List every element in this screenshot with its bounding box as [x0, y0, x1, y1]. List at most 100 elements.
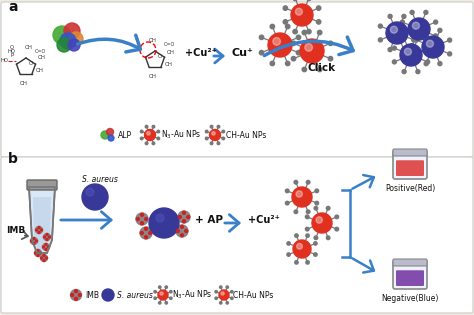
Circle shape	[71, 289, 82, 301]
Circle shape	[424, 62, 428, 66]
Circle shape	[316, 217, 322, 223]
Polygon shape	[29, 187, 55, 253]
Text: OH: OH	[149, 38, 157, 43]
Circle shape	[221, 292, 224, 295]
Circle shape	[416, 36, 420, 40]
Circle shape	[222, 130, 225, 133]
Circle shape	[438, 62, 442, 66]
Circle shape	[259, 50, 264, 55]
Circle shape	[285, 24, 290, 29]
Circle shape	[182, 220, 185, 223]
Circle shape	[219, 286, 222, 288]
Circle shape	[57, 38, 71, 52]
Circle shape	[315, 189, 319, 193]
Circle shape	[152, 142, 155, 145]
Circle shape	[71, 294, 73, 296]
Text: OH: OH	[149, 74, 157, 79]
Circle shape	[215, 297, 218, 300]
Circle shape	[434, 34, 438, 38]
FancyBboxPatch shape	[27, 180, 57, 190]
Text: ALP: ALP	[118, 130, 132, 140]
Circle shape	[335, 215, 338, 219]
Circle shape	[178, 211, 190, 223]
Circle shape	[145, 217, 148, 220]
FancyBboxPatch shape	[396, 270, 424, 286]
Circle shape	[414, 38, 419, 42]
Circle shape	[140, 227, 152, 239]
Circle shape	[306, 234, 309, 237]
Text: HO: HO	[0, 58, 8, 63]
Circle shape	[422, 36, 444, 58]
Circle shape	[408, 18, 430, 40]
Circle shape	[305, 215, 309, 219]
Circle shape	[305, 227, 309, 231]
Circle shape	[107, 129, 113, 135]
Circle shape	[157, 137, 160, 140]
Circle shape	[37, 249, 39, 251]
Circle shape	[44, 236, 46, 238]
Circle shape	[292, 56, 296, 61]
Circle shape	[300, 39, 324, 63]
Text: Positive(Red): Positive(Red)	[385, 184, 435, 193]
Circle shape	[283, 6, 288, 10]
Circle shape	[294, 210, 298, 214]
Circle shape	[36, 226, 43, 233]
Text: OH: OH	[25, 45, 33, 50]
Circle shape	[287, 242, 290, 245]
Circle shape	[78, 294, 82, 296]
Text: OH: OH	[167, 50, 175, 55]
Circle shape	[391, 26, 397, 33]
Circle shape	[314, 206, 318, 210]
Text: OH: OH	[165, 62, 173, 67]
Circle shape	[411, 38, 416, 42]
Circle shape	[326, 236, 330, 240]
FancyBboxPatch shape	[393, 150, 427, 179]
FancyArrowPatch shape	[22, 231, 28, 239]
FancyBboxPatch shape	[393, 149, 427, 156]
Circle shape	[158, 290, 168, 300]
Text: P: P	[10, 53, 14, 58]
Circle shape	[388, 14, 392, 18]
Circle shape	[438, 28, 442, 32]
Circle shape	[145, 236, 147, 239]
Circle shape	[45, 249, 47, 250]
Text: + AP: + AP	[195, 215, 223, 225]
Circle shape	[170, 290, 172, 293]
Circle shape	[158, 286, 161, 288]
Text: OH: OH	[36, 68, 44, 73]
Circle shape	[315, 201, 319, 205]
Circle shape	[74, 297, 78, 300]
Circle shape	[40, 257, 43, 259]
Circle shape	[170, 297, 172, 300]
Circle shape	[312, 213, 332, 233]
Circle shape	[296, 50, 301, 55]
Circle shape	[74, 290, 78, 293]
Circle shape	[36, 229, 37, 231]
Circle shape	[217, 125, 220, 128]
Circle shape	[268, 33, 292, 57]
Circle shape	[378, 24, 383, 28]
Circle shape	[392, 60, 396, 64]
Circle shape	[146, 132, 150, 135]
Circle shape	[427, 40, 433, 47]
Circle shape	[44, 233, 51, 240]
Circle shape	[318, 30, 322, 35]
Circle shape	[306, 210, 310, 214]
Circle shape	[38, 232, 40, 233]
Circle shape	[158, 302, 161, 304]
Circle shape	[392, 46, 396, 50]
Circle shape	[317, 20, 321, 24]
Circle shape	[60, 33, 76, 49]
Circle shape	[222, 137, 225, 140]
Circle shape	[292, 41, 296, 46]
FancyBboxPatch shape	[393, 259, 427, 266]
Circle shape	[270, 24, 274, 29]
Circle shape	[152, 125, 155, 128]
Circle shape	[69, 32, 83, 46]
Circle shape	[145, 142, 148, 145]
Circle shape	[317, 6, 321, 10]
Text: a: a	[8, 0, 18, 14]
Circle shape	[38, 226, 40, 228]
FancyArrowPatch shape	[78, 35, 140, 52]
Circle shape	[215, 290, 218, 293]
